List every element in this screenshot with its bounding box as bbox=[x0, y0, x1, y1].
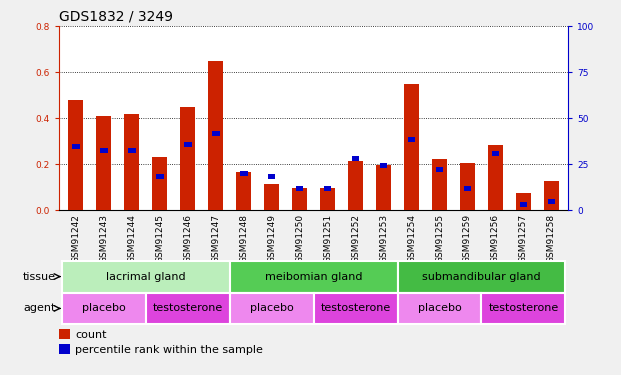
Bar bbox=[520, 202, 527, 207]
Bar bbox=[240, 171, 248, 176]
Bar bbox=[268, 174, 276, 179]
Bar bbox=[68, 100, 83, 210]
Bar bbox=[230, 292, 314, 324]
Text: GSM91250: GSM91250 bbox=[295, 214, 304, 263]
Text: GSM91253: GSM91253 bbox=[379, 214, 388, 263]
Text: GSM91245: GSM91245 bbox=[155, 214, 164, 263]
Bar bbox=[481, 292, 565, 324]
Text: GSM91246: GSM91246 bbox=[183, 214, 192, 263]
Bar bbox=[100, 148, 107, 153]
Bar bbox=[230, 261, 397, 292]
Bar bbox=[544, 181, 559, 210]
Bar bbox=[124, 114, 140, 210]
Bar bbox=[296, 186, 304, 191]
Bar bbox=[351, 156, 360, 161]
Text: GSM91252: GSM91252 bbox=[351, 214, 360, 263]
Text: lacrimal gland: lacrimal gland bbox=[106, 272, 186, 282]
Bar bbox=[487, 144, 503, 210]
Bar bbox=[492, 151, 499, 156]
Bar bbox=[59, 344, 70, 354]
Bar bbox=[436, 167, 443, 172]
Bar bbox=[184, 142, 191, 147]
Bar bbox=[236, 172, 252, 210]
Text: GSM91259: GSM91259 bbox=[463, 214, 472, 263]
Bar bbox=[548, 200, 555, 204]
Text: placebo: placebo bbox=[250, 303, 294, 313]
Text: GSM91248: GSM91248 bbox=[239, 214, 248, 263]
Bar bbox=[397, 261, 565, 292]
Text: GSM91256: GSM91256 bbox=[491, 214, 500, 263]
Bar bbox=[208, 61, 224, 210]
Bar bbox=[404, 84, 419, 210]
Bar bbox=[156, 174, 163, 179]
Text: agent: agent bbox=[24, 303, 56, 313]
Bar bbox=[397, 292, 481, 324]
Bar bbox=[292, 188, 307, 210]
Text: count: count bbox=[75, 330, 107, 340]
Bar bbox=[72, 144, 79, 149]
Text: GSM91244: GSM91244 bbox=[127, 214, 136, 263]
Text: meibomian gland: meibomian gland bbox=[265, 272, 363, 282]
Text: GSM91251: GSM91251 bbox=[323, 214, 332, 263]
Bar bbox=[128, 148, 135, 153]
Text: placebo: placebo bbox=[418, 303, 461, 313]
Text: testosterone: testosterone bbox=[153, 303, 223, 313]
Bar bbox=[146, 292, 230, 324]
Text: GDS1832 / 3249: GDS1832 / 3249 bbox=[59, 10, 173, 24]
Text: GSM91249: GSM91249 bbox=[267, 214, 276, 263]
Bar bbox=[376, 165, 391, 210]
Text: GSM91255: GSM91255 bbox=[435, 214, 444, 263]
Text: testosterone: testosterone bbox=[488, 303, 558, 313]
Text: GSM91247: GSM91247 bbox=[211, 214, 220, 263]
Bar bbox=[59, 329, 70, 339]
Text: GSM91257: GSM91257 bbox=[519, 214, 528, 263]
Text: GSM91242: GSM91242 bbox=[71, 214, 80, 263]
Bar bbox=[320, 188, 335, 210]
Bar bbox=[407, 137, 415, 142]
Text: placebo: placebo bbox=[82, 303, 125, 313]
Bar bbox=[152, 157, 168, 210]
Bar bbox=[432, 159, 447, 210]
Bar bbox=[464, 186, 471, 191]
Bar bbox=[96, 116, 111, 210]
Bar bbox=[212, 130, 220, 136]
Bar bbox=[180, 106, 196, 210]
Bar bbox=[264, 184, 279, 210]
Text: testosterone: testosterone bbox=[320, 303, 391, 313]
Text: GSM91254: GSM91254 bbox=[407, 214, 416, 263]
Bar bbox=[324, 186, 332, 191]
Bar bbox=[314, 292, 397, 324]
Bar bbox=[460, 163, 475, 210]
Bar bbox=[379, 163, 388, 168]
Text: tissue: tissue bbox=[23, 272, 56, 282]
Bar bbox=[62, 292, 146, 324]
Text: GSM91243: GSM91243 bbox=[99, 214, 108, 263]
Bar bbox=[516, 193, 531, 210]
Text: submandibular gland: submandibular gland bbox=[422, 272, 541, 282]
Text: percentile rank within the sample: percentile rank within the sample bbox=[75, 345, 263, 355]
Bar bbox=[62, 261, 230, 292]
Text: GSM91258: GSM91258 bbox=[547, 214, 556, 263]
Bar bbox=[348, 160, 363, 210]
